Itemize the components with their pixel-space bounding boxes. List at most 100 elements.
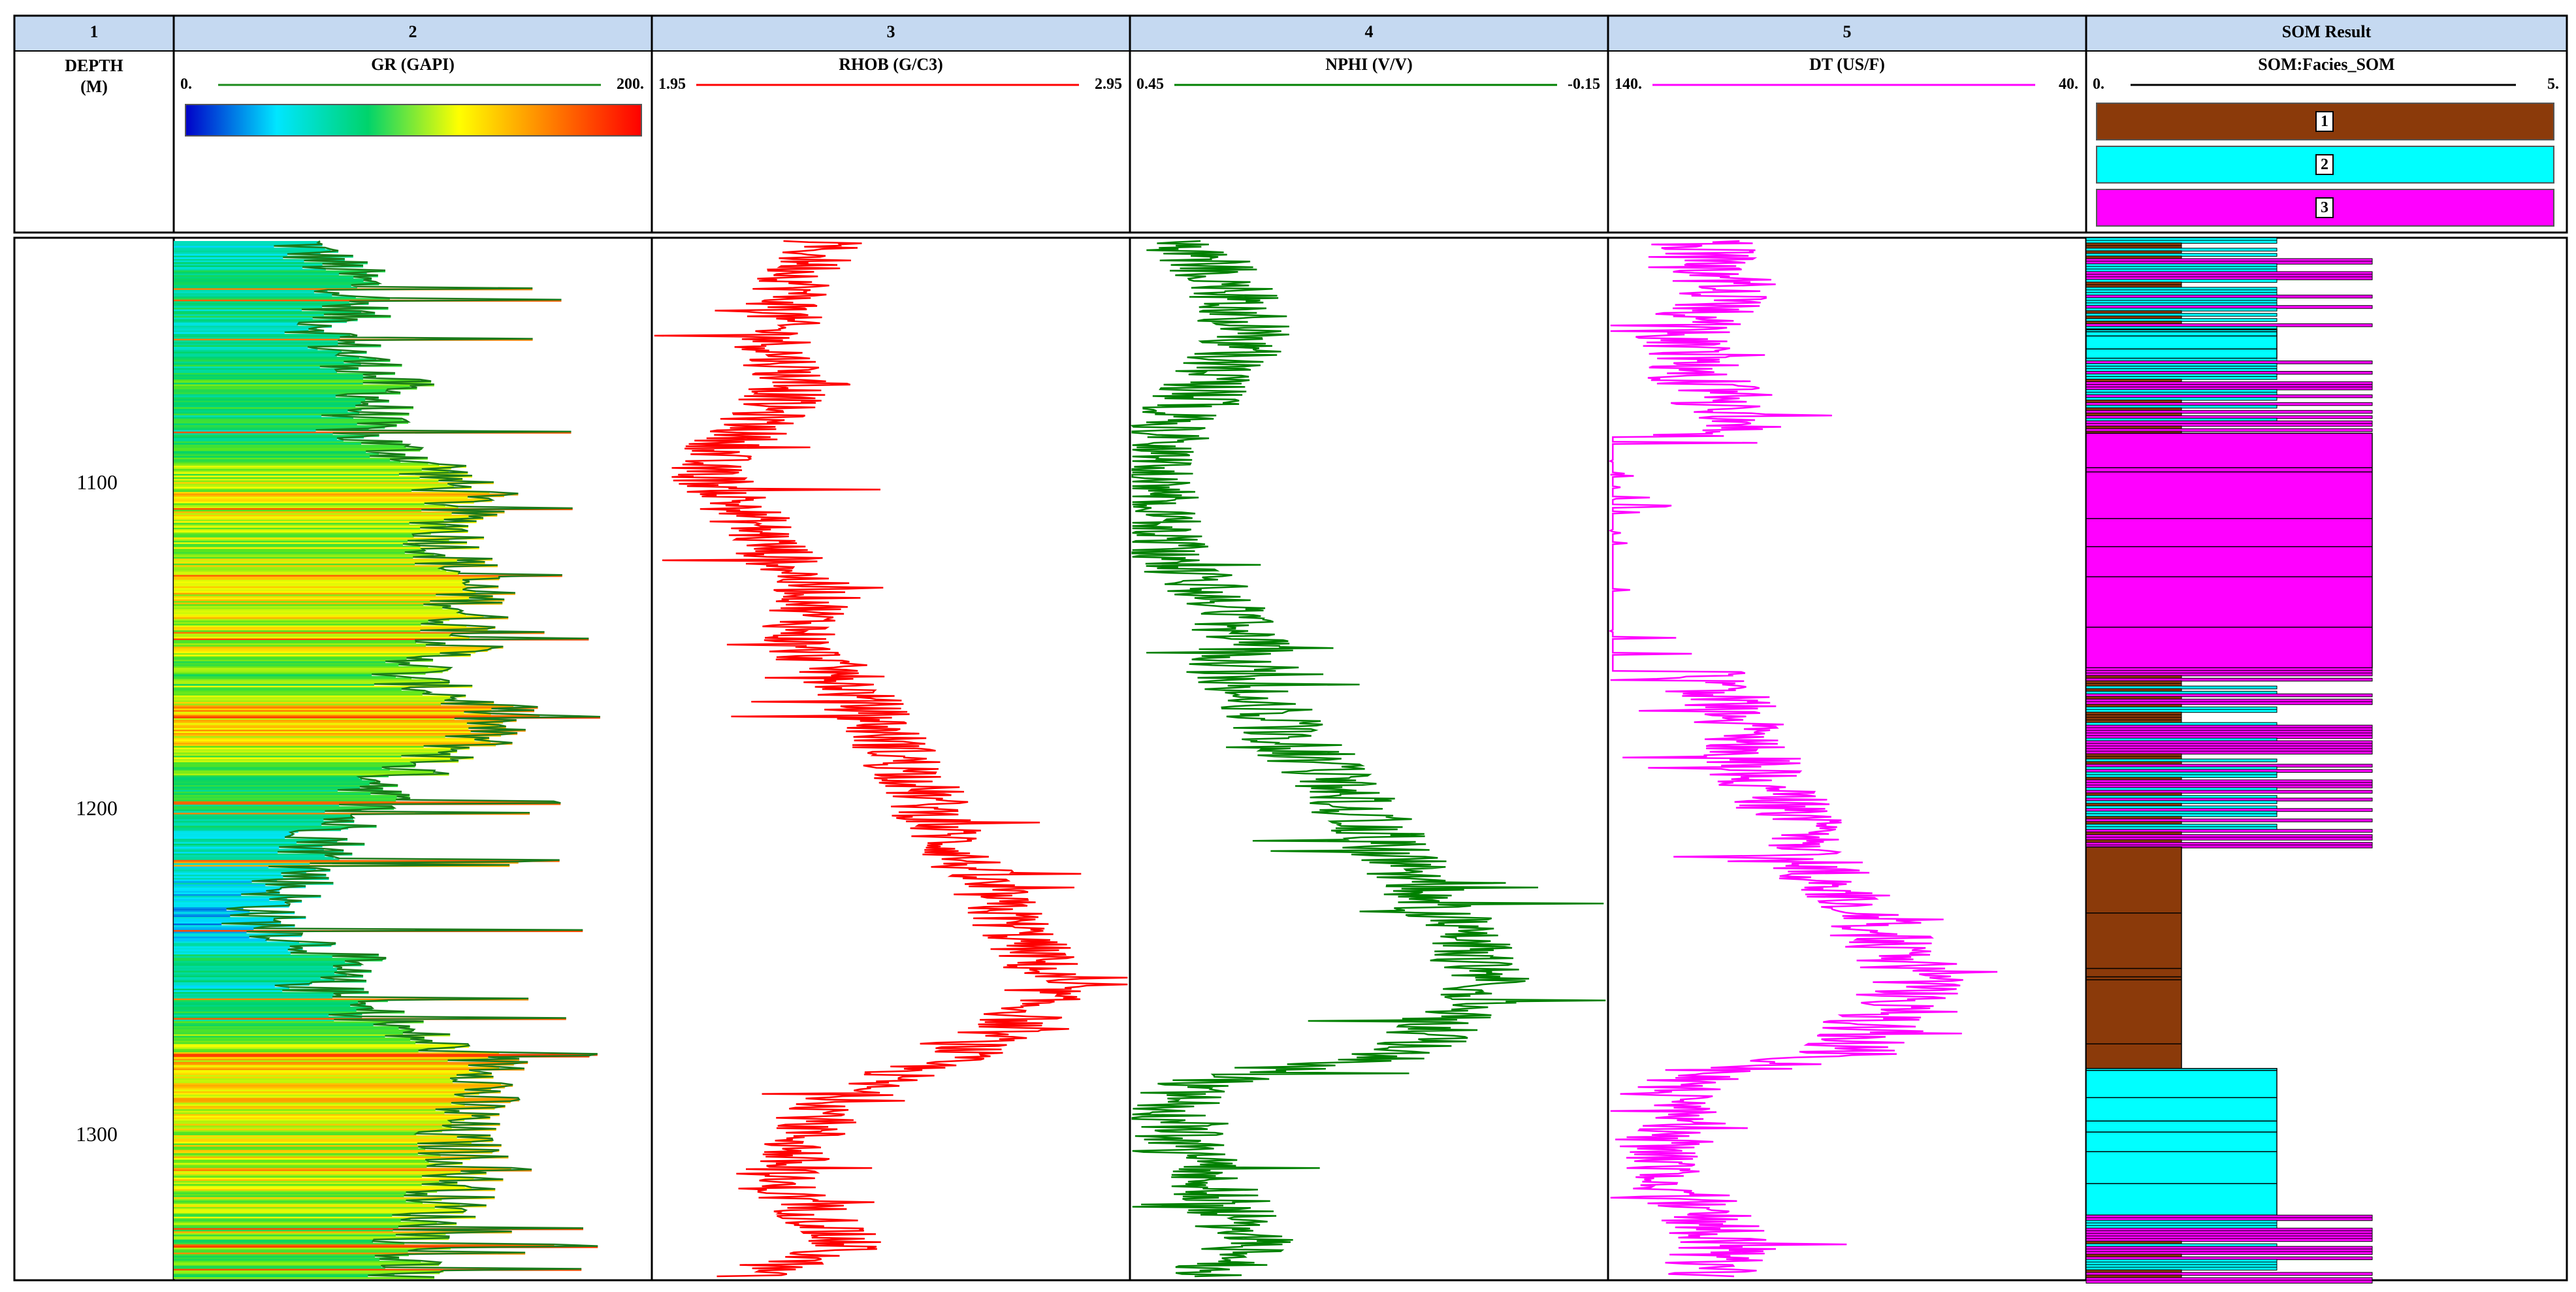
depth-header-unit: (M) <box>80 77 108 96</box>
gr-fill-slice <box>174 266 303 269</box>
gr-fill-slice <box>174 508 573 511</box>
gr-fill-slice <box>174 899 270 901</box>
gr-fill-slice <box>174 517 484 521</box>
gr-fill-slice <box>174 1097 519 1100</box>
gr-fill-slice <box>174 1104 465 1106</box>
gr-fill-slice <box>174 850 344 852</box>
gr-fill-slice <box>174 247 325 250</box>
gr-colorbar <box>185 104 642 137</box>
gr-fill-slice <box>174 1073 492 1076</box>
gr-fill-slice <box>174 1248 451 1250</box>
gr-fill-slice <box>174 519 444 522</box>
gr-fill-slice <box>174 746 424 749</box>
gr-fill-slice <box>174 1199 442 1201</box>
gr-fill-slice <box>174 687 410 690</box>
gr-fill-slice <box>174 1039 411 1042</box>
gr-fill-slice <box>174 1080 457 1082</box>
gr-fill-slice <box>174 852 278 854</box>
gr-fill-slice <box>174 1031 412 1033</box>
curve-name-track-4: NPHI (V/V) <box>1325 55 1413 74</box>
gr-fill-track <box>174 240 600 1280</box>
gr-fill-slice <box>174 415 322 417</box>
gr-fill-slice <box>174 335 357 338</box>
gr-fill-slice <box>174 984 310 986</box>
gr-fill-slice <box>174 249 331 251</box>
gr-fill-slice <box>174 1063 514 1066</box>
gr-fill-slice <box>174 1057 489 1059</box>
gr-fill-slice <box>174 412 360 414</box>
gr-fill-slice <box>174 1238 449 1240</box>
gr-fill-slice <box>174 733 518 735</box>
gr-fill-slice <box>174 1161 429 1164</box>
gr-fill-slice <box>174 997 333 999</box>
gr-fill-slice <box>174 1021 424 1024</box>
gr-fill-slice <box>174 974 347 977</box>
gr-fill-slice <box>174 286 357 289</box>
gr-fill-slice <box>174 504 445 508</box>
gr-fill-slice <box>174 389 388 392</box>
gr-fill-slice <box>174 255 353 258</box>
gr-fill-slice <box>174 804 340 807</box>
gr-fill-slice <box>174 601 430 604</box>
gr-fill-slice <box>174 374 363 377</box>
gr-fill-slice <box>174 1110 460 1113</box>
gr-fill-slice <box>174 1094 455 1097</box>
gr-fill-slice <box>174 350 342 353</box>
gr-fill-slice <box>174 630 421 633</box>
gr-fill-slice <box>174 348 318 351</box>
gr-fill-slice <box>174 1071 480 1074</box>
gr-fill-slice <box>174 778 362 781</box>
gr-curve <box>221 240 600 1278</box>
gr-fill-slice <box>174 1106 506 1108</box>
gr-fill-slice <box>174 1157 471 1161</box>
gr-fill-slice <box>174 579 463 582</box>
gr-fill-slice <box>174 1164 436 1167</box>
gr-fill-slice <box>174 752 438 755</box>
gr-fill-slice <box>174 526 469 528</box>
gr-fill-slice <box>174 1127 452 1129</box>
gr-fill-slice <box>174 252 321 255</box>
gr-fill-slice <box>174 1215 393 1218</box>
gr-fill-slice <box>174 961 346 963</box>
gr-fill-slice <box>174 550 425 553</box>
gr-fill-slice <box>174 817 353 820</box>
gr-fill-slice <box>174 1107 495 1110</box>
gr-fill-slice <box>174 1172 487 1175</box>
gr-fill-slice <box>174 1244 555 1247</box>
gr-fill-slice <box>174 636 470 639</box>
facies-slice-3 <box>2085 751 2373 755</box>
gr-fill-slice <box>174 397 379 400</box>
gr-fill-slice <box>174 876 283 879</box>
gr-fill-slice <box>174 645 426 647</box>
gr-fill-slice <box>174 482 494 485</box>
gr-fill-slice <box>174 928 254 931</box>
gr-fill-slice <box>174 710 535 713</box>
gr-fill-slice <box>174 669 449 671</box>
gr-fill-slice <box>174 888 282 890</box>
gr-fill-slice <box>174 765 415 768</box>
scale-max-track-3: 2.95 <box>1095 76 1122 93</box>
gr-fill-slice <box>174 545 421 548</box>
gr-fill-slice <box>174 1041 433 1043</box>
gr-fill-slice <box>174 1135 491 1138</box>
gr-fill-slice <box>174 1003 366 1006</box>
gr-fill-slice <box>174 1254 409 1257</box>
gr-fill-slice <box>174 570 447 572</box>
gr-fill-slice <box>174 612 459 615</box>
gr-fill-slice <box>174 304 351 307</box>
gr-fill-slice <box>174 646 504 649</box>
gr-fill-slice <box>174 952 291 955</box>
gr-fill-slice <box>174 265 364 268</box>
gr-fill-slice <box>174 501 474 504</box>
gr-fill-slice <box>174 987 289 990</box>
gr-fill-slice <box>174 1225 420 1227</box>
gr-fill-slice <box>174 916 306 919</box>
gr-fill-slice <box>174 483 448 486</box>
gr-fill-slice <box>174 1045 470 1048</box>
gr-fill-slice <box>174 820 355 823</box>
gr-fill-slice <box>174 868 316 871</box>
gr-fill-slice <box>174 298 390 300</box>
gr-fill-slice <box>174 344 338 346</box>
gr-fill-slice <box>174 357 359 359</box>
gr-fill-slice <box>174 534 413 536</box>
